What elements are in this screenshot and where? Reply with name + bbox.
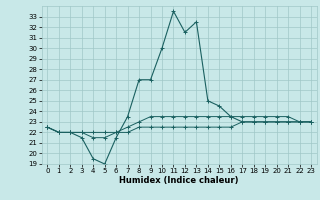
X-axis label: Humidex (Indice chaleur): Humidex (Indice chaleur) — [119, 176, 239, 185]
